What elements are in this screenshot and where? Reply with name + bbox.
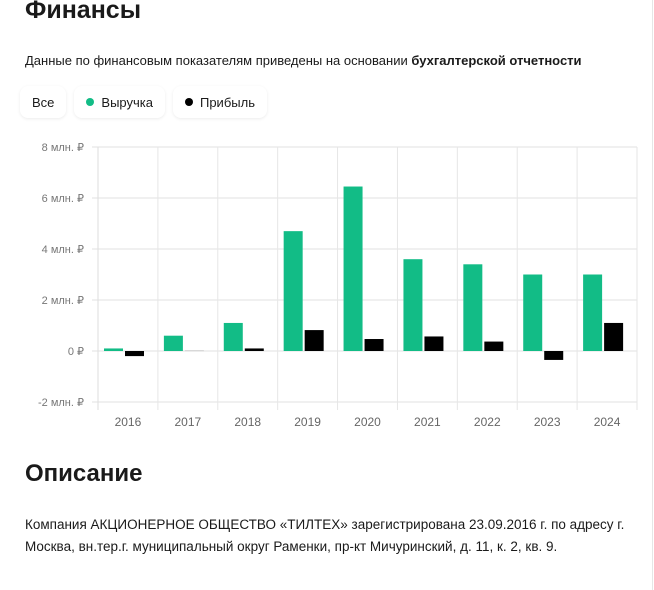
page-title: Финансы <box>25 0 142 24</box>
revenue-bar-2019 <box>283 231 303 351</box>
revenue-bar-2021 <box>403 259 423 351</box>
revenue-bar-2018 <box>223 322 243 351</box>
profit-bar-2021 <box>424 336 444 351</box>
y-tick-label: 4 млн. ₽ <box>42 244 84 256</box>
x-tick-label: 2023 <box>534 415 561 429</box>
x-tick-label: 2021 <box>414 415 441 429</box>
y-tick-label: 2 млн. ₽ <box>42 295 84 307</box>
legend-profit-label: Прибыль <box>199 94 255 110</box>
y-tick-label: -2 млн. ₽ <box>38 397 84 409</box>
x-tick-label: 2019 <box>294 415 321 429</box>
revenue-bar-2017 <box>163 335 183 351</box>
profit-bar-2023 <box>544 351 564 360</box>
chart-legend: Все Выручка Прибыль <box>20 86 267 118</box>
revenue-bar-2020 <box>343 186 363 351</box>
x-tick-label: 2016 <box>115 415 142 429</box>
note-text: Данные по финансовым показателям приведе… <box>25 53 412 68</box>
accounting-link[interactable]: бухгалтерской отчетности <box>411 53 582 68</box>
legend-all-button[interactable]: Все <box>20 86 67 118</box>
profit-bar-2016 <box>125 351 144 357</box>
legend-all-label: Все <box>32 94 55 110</box>
legend-profit-button[interactable]: Прибыль <box>172 86 267 118</box>
legend-revenue-button[interactable]: Выручка <box>74 86 165 118</box>
profit-bar-2020 <box>364 339 384 351</box>
x-tick-label: 2018 <box>234 415 261 429</box>
profit-bar-2017 <box>184 350 204 352</box>
description-text: Компания АКЦИОНЕРНОЕ ОБЩЕСТВО «ТИЛТЕХ» з… <box>25 517 625 554</box>
finance-chart: 8 млн. ₽ 6 млн. ₽ 4 млн. ₽ 2 млн. ₽ 0 ₽ -2 мл… <box>38 142 638 429</box>
profit-bar-2024 <box>604 322 624 351</box>
y-tick-label: 6 млн. ₽ <box>42 193 84 205</box>
profit-dot-icon <box>184 98 193 106</box>
legend-revenue-label: Выручка <box>101 94 153 110</box>
x-tick-label: 2022 <box>474 415 501 429</box>
x-tick-label: 2017 <box>174 415 201 429</box>
profit-bar-2018 <box>244 348 264 351</box>
profit-bar-2019 <box>304 330 324 351</box>
x-tick-label: 2024 <box>594 415 621 429</box>
y-tick-label: 0 ₽ <box>68 346 84 358</box>
description-title: Описание <box>25 460 143 487</box>
revenue-bar-2023 <box>523 274 543 351</box>
revenue-dot-icon <box>86 98 95 106</box>
x-tick-label: 2020 <box>354 415 381 429</box>
finance-note: Данные по финансовым показателям приведе… <box>25 53 582 68</box>
revenue-bar-2024 <box>583 274 603 351</box>
revenue-bar-2016 <box>104 348 123 351</box>
revenue-bar-2022 <box>463 264 483 351</box>
y-tick-label: 8 млн. ₽ <box>42 142 84 154</box>
profit-bar-2022 <box>484 341 504 351</box>
